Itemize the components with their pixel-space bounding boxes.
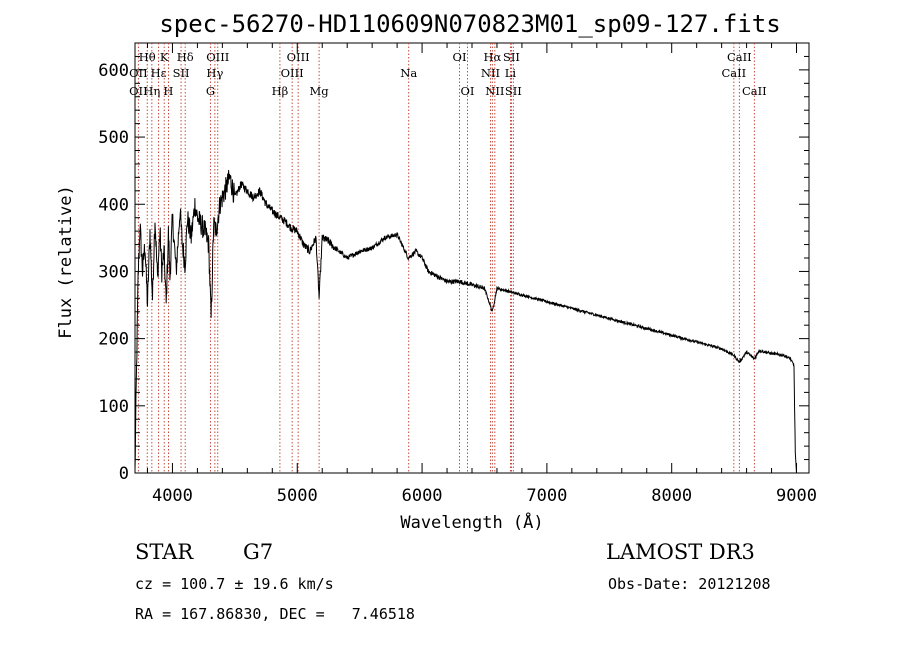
plot-frame bbox=[134, 42, 810, 474]
spectral-line-label: Hη bbox=[143, 84, 160, 98]
spectral-line-label: OIII bbox=[281, 66, 304, 80]
x-axis-ticks: 4000 5000 6000 7000 8000 9000 bbox=[146, 43, 817, 506]
y-tick-label: 600 bbox=[98, 61, 129, 81]
x-tick-label: 6000 bbox=[402, 486, 443, 506]
spectral-line-label: Hγ bbox=[206, 66, 223, 80]
survey-name: LAMOST DR3 bbox=[606, 540, 755, 564]
spectral-line-label: NII bbox=[485, 84, 504, 98]
x-tick-label: 5000 bbox=[277, 486, 318, 506]
object-class: STAR bbox=[135, 540, 194, 564]
spectral-line-label: Hε bbox=[151, 66, 167, 80]
spectral-line-label: OII bbox=[129, 66, 148, 80]
spectral-line-label: H bbox=[163, 84, 173, 98]
spectral-line-label: OI bbox=[461, 84, 475, 98]
spectral-line-label: OI bbox=[453, 50, 467, 64]
y-tick-label: 500 bbox=[98, 128, 129, 148]
spectrum-line bbox=[134, 169, 797, 474]
spectral-line-label: Mg bbox=[310, 84, 330, 98]
spectral-line-label: Na bbox=[400, 66, 417, 80]
x-tick-label: 8000 bbox=[651, 486, 692, 506]
spectral-line-label: OII bbox=[129, 84, 148, 98]
spectral-line-label: SII bbox=[173, 66, 190, 80]
spectral-line-label: CaII bbox=[742, 84, 767, 98]
spectral-line-label: Hα bbox=[483, 50, 501, 64]
y-axis-ticks: 0 100 200 300 400 500 600 bbox=[98, 55, 809, 484]
spectral-line-label: SII bbox=[505, 84, 522, 98]
x-tick-label: 7000 bbox=[526, 486, 567, 506]
spectral-line-label: OIII bbox=[287, 50, 310, 64]
y-axis-label: Flux (relative) bbox=[56, 185, 76, 339]
x-axis-label: Wavelength (Å) bbox=[400, 511, 543, 533]
chart-title: spec-56270-HD110609N070823M01_sp09-127.f… bbox=[159, 10, 780, 38]
coordinates: RA = 167.86830, DEC = 7.46518 bbox=[135, 605, 415, 623]
spectral-line-label: OIII bbox=[206, 50, 229, 64]
spectral-line-label: Hβ bbox=[272, 84, 289, 98]
redshift-readout: cz = 100.7 ± 19.6 km/s bbox=[135, 575, 334, 593]
spectral-line-label: Li bbox=[505, 66, 517, 80]
spectral-line-label: SII bbox=[503, 50, 520, 64]
object-subclass: G7 bbox=[243, 540, 273, 564]
spectral-line-markers bbox=[137, 43, 755, 473]
y-tick-label: 200 bbox=[98, 330, 129, 350]
spectral-line-label: K bbox=[160, 50, 169, 64]
spectral-line-label: NII bbox=[481, 66, 500, 80]
spectral-line-label: G bbox=[206, 84, 215, 98]
obs-date: Obs-Date: 20121208 bbox=[608, 575, 771, 593]
x-tick-label: 9000 bbox=[776, 486, 817, 506]
spectral-line-label: CaII bbox=[727, 50, 752, 64]
y-tick-label: 0 bbox=[119, 464, 129, 484]
x-tick-label: 4000 bbox=[152, 486, 193, 506]
y-tick-label: 400 bbox=[98, 195, 129, 215]
y-tick-label: 300 bbox=[98, 262, 129, 282]
spectral-line-label: Hδ bbox=[177, 50, 194, 64]
y-tick-label: 100 bbox=[98, 397, 129, 417]
spectral-line-label: CaII bbox=[721, 66, 746, 80]
spectral-line-label: Hθ bbox=[139, 50, 156, 64]
